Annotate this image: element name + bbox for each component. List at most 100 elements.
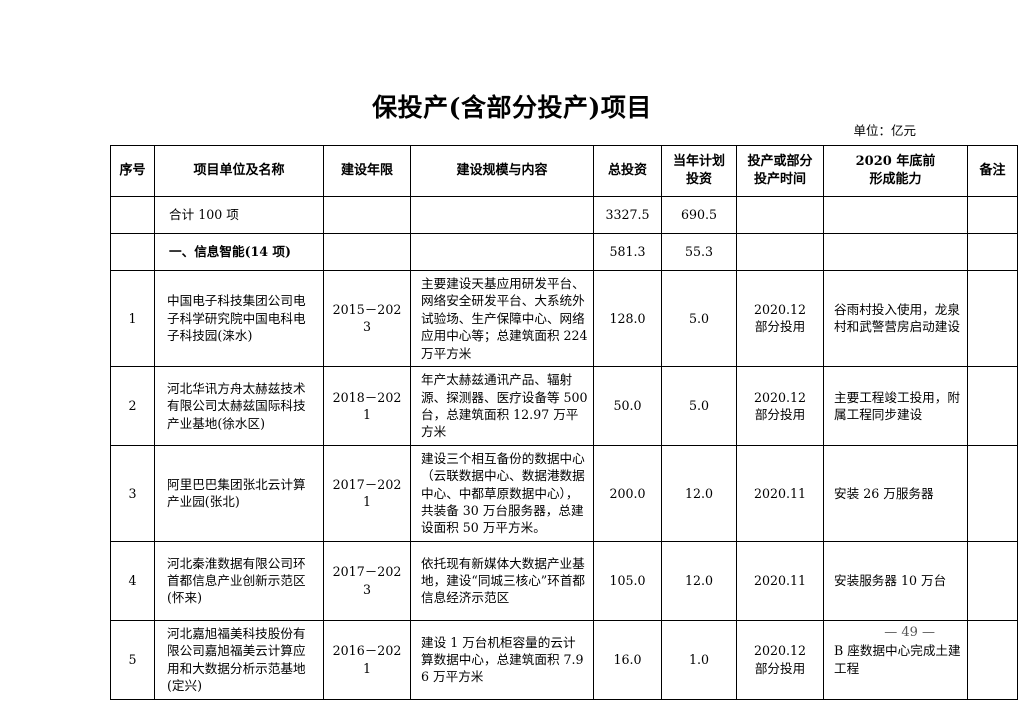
cell-years <box>323 196 411 234</box>
cell-scale: 建设 1 万台机柜容量的云计算数据中心，总建筑面积 7.96 万平方米 <box>410 619 594 700</box>
cell-remark <box>967 196 1018 234</box>
table-row-total: 合计 100 项 3327.5 690.5 <box>110 196 1018 234</box>
cell-total-investment: 581.3 <box>593 233 662 271</box>
cell-production-time-line1: 2020.11 <box>753 485 807 501</box>
cell-no: 2 <box>110 365 155 446</box>
cell-no: 4 <box>110 540 155 621</box>
cell-no <box>110 196 155 234</box>
cell-project-name: 河北华讯方舟太赫兹技术有限公司太赫兹国际科技产业基地(徐水区) <box>154 365 324 446</box>
table-row-section-1: 一、信息智能(14 项) 581.3 55.3 <box>110 233 1018 271</box>
col-header-production-time-line2: 投产时间 <box>753 172 806 187</box>
cell-current-year-plan: 12.0 <box>661 540 737 621</box>
cell-scale <box>410 196 594 234</box>
cell-scale: 建设三个相互备份的数据中心（云联数据中心、数据港数据中心、中都草原数据中心），共… <box>410 444 594 542</box>
cell-production-time-line2: 部分投用 <box>754 660 806 676</box>
cell-project-name: 阿里巴巴集团张北云计算产业园(张北) <box>154 444 324 542</box>
cell-section-label: 一、信息智能(14 项) <box>154 233 324 271</box>
table-row: 1 中国电子科技集团公司电子科学研究院中国电科电子科技园(涞水) 2015－20… <box>110 270 1018 367</box>
cell-production-time: 2020.11 <box>736 540 824 621</box>
cell-remark <box>967 540 1018 621</box>
cell-capacity: 安装 26 万服务器 <box>823 444 968 542</box>
col-header-remark: 备注 <box>967 145 1018 197</box>
cell-years: 2018－2021 <box>323 365 411 446</box>
table-header: 序号 项目单位及名称 建设年限 建设规模与内容 总投资 当年计划 投资 投产或部… <box>110 145 1018 197</box>
table-row: 2 河北华讯方舟太赫兹技术有限公司太赫兹国际科技产业基地(徐水区) 2018－2… <box>110 365 1018 446</box>
cell-current-year-plan: 5.0 <box>661 270 737 367</box>
cell-production-time: 2020.12 部分投用 <box>736 365 824 446</box>
cell-no: 3 <box>110 444 155 542</box>
cell-current-year-plan: 5.0 <box>661 365 737 446</box>
col-header-no: 序号 <box>110 145 155 197</box>
col-header-production-time-line1: 投产或部分 <box>747 154 813 170</box>
cell-current-year-plan: 12.0 <box>661 444 737 542</box>
cell-scale: 依托现有新媒体大数据产业基地，建设“同城三核心”环首都信息经济示范区 <box>410 540 594 621</box>
cell-total-investment: 50.0 <box>593 365 662 446</box>
cell-remark <box>967 270 1018 367</box>
cell-production-time: 2020.12 部分投用 <box>736 270 824 367</box>
table-row: 4 河北秦淮数据有限公司环首都信息产业创新示范区(怀来) 2017－2023 依… <box>110 540 1018 621</box>
table-body: 合计 100 项 3327.5 690.5 一、信息智能(14 项) 581.3… <box>110 196 1018 700</box>
projects-table: 序号 项目单位及名称 建设年限 建设规模与内容 总投资 当年计划 投资 投产或部… <box>110 145 1018 700</box>
cell-no <box>110 233 155 271</box>
col-header-current-year-plan: 当年计划 投资 <box>661 145 737 197</box>
cell-capacity: 安装服务器 10 万台 <box>823 540 968 621</box>
cell-production-time-line2: 部分投用 <box>754 319 806 335</box>
cell-years: 2017－2021 <box>323 444 411 542</box>
table-row: 5 河北嘉旭福美科技股份有限公司嘉旭福美云计算应用和大数据分析示范基地(定兴) … <box>110 619 1018 700</box>
col-header-total-investment: 总投资 <box>593 145 662 197</box>
cell-production-time: 2020.11 <box>736 444 824 542</box>
cell-scale: 主要建设天基应用研发平台、网络安全研发平台、大系统外试验场、生产保障中心、网络应… <box>410 270 594 367</box>
cell-no: 1 <box>110 270 155 367</box>
cell-years: 2016－2021 <box>323 619 411 700</box>
cell-production-time <box>736 196 824 234</box>
cell-capacity <box>823 233 968 271</box>
cell-current-year-plan: 690.5 <box>661 196 737 234</box>
page-number: — 49 — <box>884 625 935 640</box>
cell-years <box>323 233 411 271</box>
cell-scale <box>410 233 594 271</box>
col-header-current-year-plan-line2: 投资 <box>685 172 712 187</box>
cell-years: 2015－2023 <box>323 270 411 367</box>
unit-note: 单位：亿元 <box>853 123 916 138</box>
col-header-current-year-plan-line1: 当年计划 <box>672 154 725 170</box>
cell-remark <box>967 444 1018 542</box>
cell-total-investment: 16.0 <box>593 619 662 700</box>
col-header-scale: 建设规模与内容 <box>410 145 594 197</box>
col-header-production-time: 投产或部分 投产时间 <box>736 145 824 197</box>
page-title: 保投产(含部分投产)项目 <box>372 93 652 122</box>
cell-project-name: 中国电子科技集团公司电子科学研究院中国电科电子科技园(涞水) <box>154 270 324 367</box>
cell-production-time-line1: 2020.12 <box>753 643 807 659</box>
cell-total-investment: 200.0 <box>593 444 662 542</box>
cell-project-name: 河北秦淮数据有限公司环首都信息产业创新示范区(怀来) <box>154 540 324 621</box>
cell-production-time <box>736 233 824 271</box>
col-header-capacity-line1: 2020 年底前 <box>855 154 936 170</box>
cell-years: 2017－2023 <box>323 540 411 621</box>
cell-total-investment: 105.0 <box>593 540 662 621</box>
table-header-row: 序号 项目单位及名称 建设年限 建设规模与内容 总投资 当年计划 投资 投产或部… <box>110 145 1018 197</box>
cell-scale: 年产太赫兹通讯产品、辐射源、探测器、医疗设备等 500 台，总建筑面积 12.9… <box>410 365 594 446</box>
cell-total-investment: 3327.5 <box>593 196 662 234</box>
cell-production-time-line1: 2020.11 <box>753 573 807 589</box>
cell-total-label: 合计 100 项 <box>154 196 324 234</box>
cell-production-time-line2: 部分投用 <box>754 406 806 422</box>
cell-capacity: B 座数据中心完成土建工程 <box>823 619 968 700</box>
cell-production-time-line1: 2020.12 <box>753 302 807 318</box>
cell-total-investment: 128.0 <box>593 270 662 367</box>
table-row: 3 阿里巴巴集团张北云计算产业园(张北) 2017－2021 建设三个相互备份的… <box>110 444 1018 542</box>
cell-remark <box>967 365 1018 446</box>
cell-capacity <box>823 196 968 234</box>
col-header-years: 建设年限 <box>323 145 411 197</box>
cell-remark <box>967 233 1018 271</box>
cell-no: 5 <box>110 619 155 700</box>
col-header-capacity-line2: 形成能力 <box>869 172 922 187</box>
cell-current-year-plan: 55.3 <box>661 233 737 271</box>
projects-table-container: 序号 项目单位及名称 建设年限 建设规模与内容 总投资 当年计划 投资 投产或部… <box>110 145 1018 700</box>
cell-production-time: 2020.12 部分投用 <box>736 619 824 700</box>
cell-remark <box>967 619 1018 700</box>
col-header-capacity: 2020 年底前 形成能力 <box>823 145 968 197</box>
cell-capacity: 谷雨村投入使用，龙泉村和武警营房启动建设 <box>823 270 968 367</box>
col-header-name: 项目单位及名称 <box>154 145 324 197</box>
cell-capacity: 主要工程竣工投用，附属工程同步建设 <box>823 365 968 446</box>
cell-production-time-line1: 2020.12 <box>753 389 807 405</box>
